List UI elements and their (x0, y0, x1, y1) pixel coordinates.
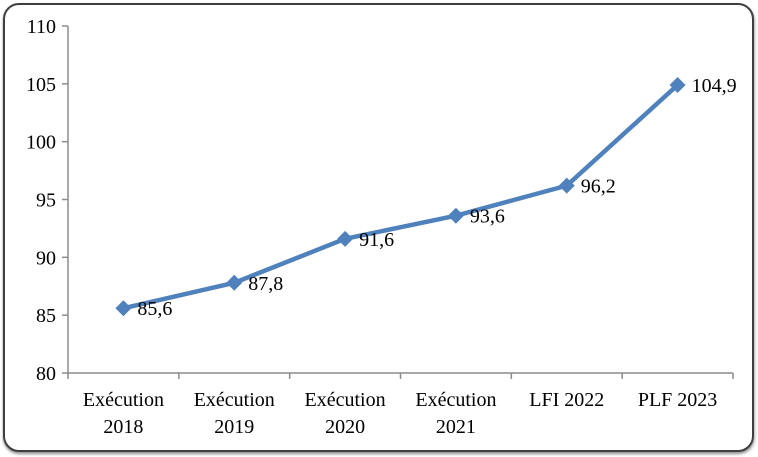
series-line (121, 82, 680, 311)
data-point-marker (115, 300, 132, 317)
y-axis-tick-label: 100 (26, 132, 56, 154)
data-label: 91,6 (359, 229, 394, 251)
data-label: 96,2 (581, 176, 616, 198)
x-axis-category-label: LFI 2022 (529, 389, 604, 411)
x-axis-category-label: Exécution 2019 (194, 389, 275, 438)
y-axis-tick-label: 85 (36, 305, 56, 327)
chart-frame (3, 3, 754, 452)
data-point-marker (558, 177, 575, 194)
data-label: 87,8 (248, 273, 283, 295)
data-label: 85,6 (137, 298, 172, 320)
y-axis-tick-label: 90 (36, 247, 56, 269)
y-axis-tick-label: 105 (26, 74, 56, 96)
x-axis-category-label: Exécution 2021 (415, 389, 496, 438)
data-point-marker (337, 230, 354, 247)
data-label: 104,9 (692, 75, 737, 97)
y-axis-tick-label: 110 (27, 16, 56, 38)
x-axis-category-label: Exécution 2018 (83, 389, 164, 438)
y-axis-tick-label: 80 (36, 363, 56, 385)
data-point-marker (226, 274, 243, 291)
data-point-marker (447, 207, 464, 224)
x-axis-category-label: Exécution 2020 (305, 389, 386, 438)
x-axis-category-label: PLF 2023 (638, 389, 717, 411)
data-label: 93,6 (470, 206, 505, 228)
y-axis-tick-label: 95 (36, 190, 56, 212)
data-point-marker (669, 76, 686, 93)
